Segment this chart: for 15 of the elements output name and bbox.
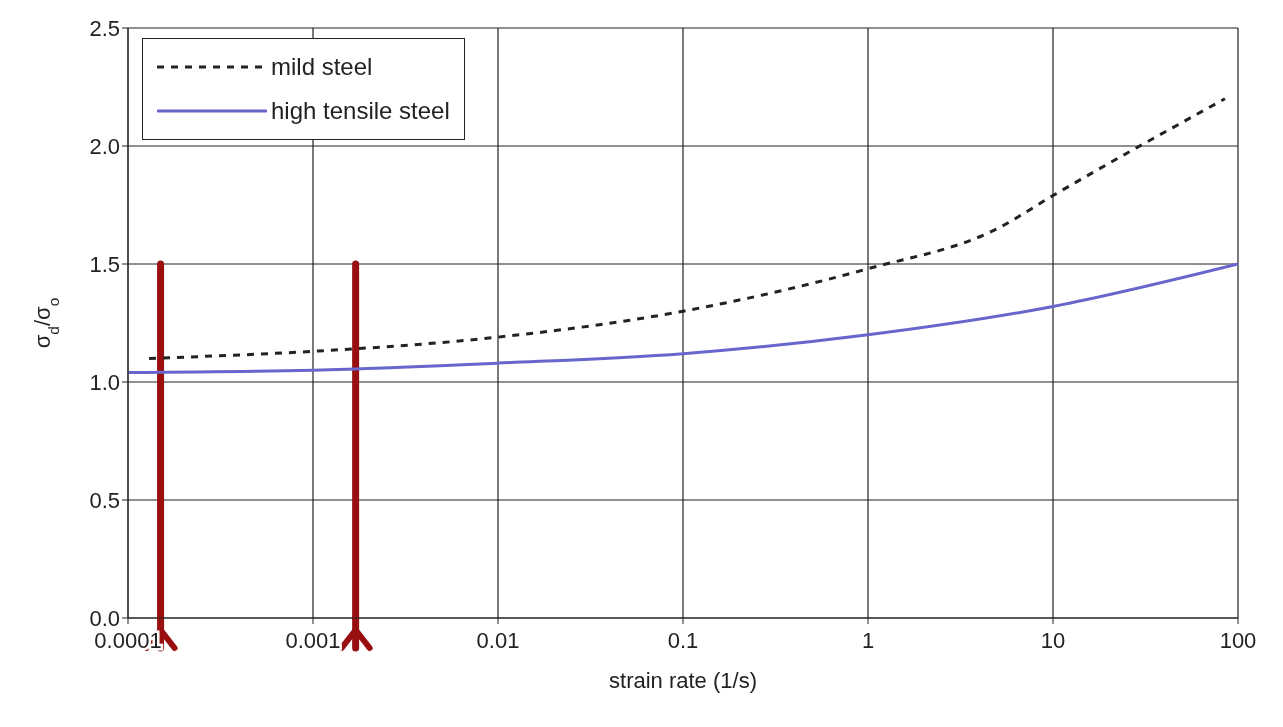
x-tick-label: 0.01 bbox=[476, 627, 520, 653]
y-tick-label: 2.0 bbox=[89, 133, 120, 159]
legend-label: mild steel bbox=[271, 53, 373, 81]
x-tick-label: 100 bbox=[1219, 627, 1257, 653]
legend-label: high tensile steel bbox=[271, 97, 450, 125]
x-tick-label: 1 bbox=[861, 627, 875, 653]
x-tick-label: 0.1 bbox=[667, 627, 699, 653]
y-tick-label: 0.0 bbox=[89, 605, 120, 631]
y-tick-label: 2.5 bbox=[89, 15, 120, 41]
x-tick-label: 10 bbox=[1040, 627, 1066, 653]
x-axis-title: strain rate (1/s) bbox=[609, 668, 757, 693]
x-tick-label: 0.001 bbox=[285, 627, 341, 653]
y-tick-label: 0.5 bbox=[89, 487, 120, 513]
y-tick-label: 1.0 bbox=[89, 369, 120, 395]
y-tick-label: 1.5 bbox=[89, 251, 120, 277]
